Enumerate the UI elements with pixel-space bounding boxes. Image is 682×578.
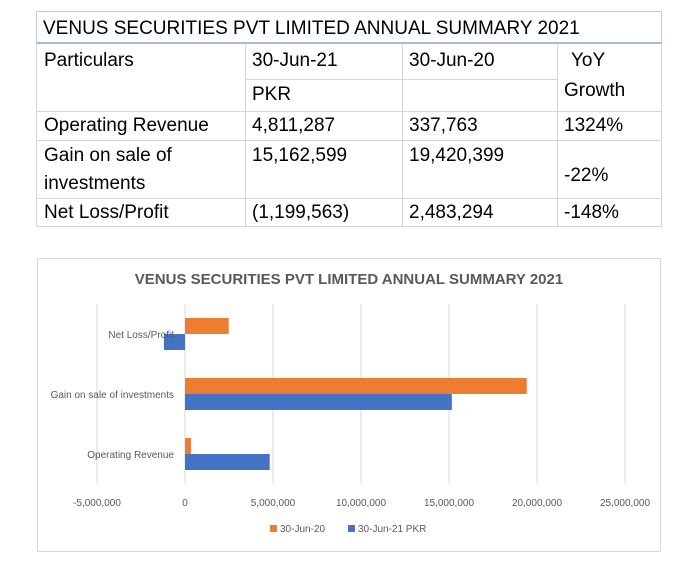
table-grid: Particulars 30-Jun-21 30-Jun-20 YoY PKR … <box>36 44 662 227</box>
col-divider <box>245 44 246 227</box>
x-tick-label: 5,000,000 <box>251 498 296 509</box>
col-divider <box>402 44 403 227</box>
cell-2021: 4,811,287 <box>252 115 336 136</box>
chart-svg: VENUS SECURITIES PVT LIMITED ANNUAL SUMM… <box>51 271 651 535</box>
cell-yoy: -148% <box>564 202 619 223</box>
cell-2020: 19,420,399 <box>409 145 505 166</box>
bar-30-jun-21-pkr <box>185 454 270 470</box>
row-label: Operating Revenue <box>44 115 209 136</box>
cell-2020: 337,763 <box>409 115 478 136</box>
x-tick-label: 20,000,000 <box>512 498 562 509</box>
x-tick-label: 15,000,000 <box>424 498 474 509</box>
header-30-jun-20: 30-Jun-20 <box>409 50 495 71</box>
cell-2021: 15,162,599 <box>252 145 348 166</box>
legend-label: 30-Jun-21 PKR <box>358 524 426 535</box>
header-30-jun-21: 30-Jun-21 <box>252 50 338 71</box>
bar-30-jun-21-pkr <box>163 334 185 350</box>
row-label: Net Loss/Profit <box>44 202 169 223</box>
bar-30-jun-20 <box>185 318 229 334</box>
category-label: Gain on sale of investments <box>51 390 174 401</box>
summary-table: VENUS SECURITIES PVT LIMITED ANNUAL SUMM… <box>36 11 662 227</box>
legend-label: 30-Jun-20 <box>280 524 325 535</box>
table-title: VENUS SECURITIES PVT LIMITED ANNUAL SUMM… <box>36 11 662 44</box>
category-label: Operating Revenue <box>87 450 174 461</box>
legend-swatch <box>270 525 277 532</box>
row-divider <box>37 198 661 199</box>
header-particulars: Particulars <box>44 50 134 71</box>
bar-30-jun-20 <box>185 438 191 454</box>
row-label-line1: Gain on sale of <box>44 145 172 166</box>
x-tick-label: 0 <box>182 498 188 509</box>
cell-yoy: -22% <box>564 165 609 186</box>
legend-swatch <box>348 525 355 532</box>
header-currency: PKR <box>252 84 292 105</box>
x-tick-label: -5,000,000 <box>73 498 121 509</box>
col-divider <box>557 44 558 227</box>
chart-title: VENUS SECURITIES PVT LIMITED ANNUAL SUMM… <box>135 271 563 288</box>
cell-2021: (1,199,563) <box>252 202 350 223</box>
category-label: Net Loss/Profit <box>108 330 174 341</box>
bar-chart: VENUS SECURITIES PVT LIMITED ANNUAL SUMM… <box>37 258 661 552</box>
bar-30-jun-21-pkr <box>185 394 452 410</box>
row-label-line2: investments <box>44 173 146 194</box>
header-yoy-line1: YoY <box>571 50 606 71</box>
row-divider <box>245 79 557 80</box>
cell-yoy: 1324% <box>564 115 624 136</box>
row-divider <box>37 111 661 112</box>
header-yoy-line2: Growth <box>564 80 626 101</box>
x-tick-label: 25,000,000 <box>600 498 650 509</box>
row-divider <box>37 140 661 141</box>
x-tick-label: 10,000,000 <box>336 498 386 509</box>
bar-30-jun-20 <box>185 378 527 394</box>
cell-2020: 2,483,294 <box>409 202 494 223</box>
